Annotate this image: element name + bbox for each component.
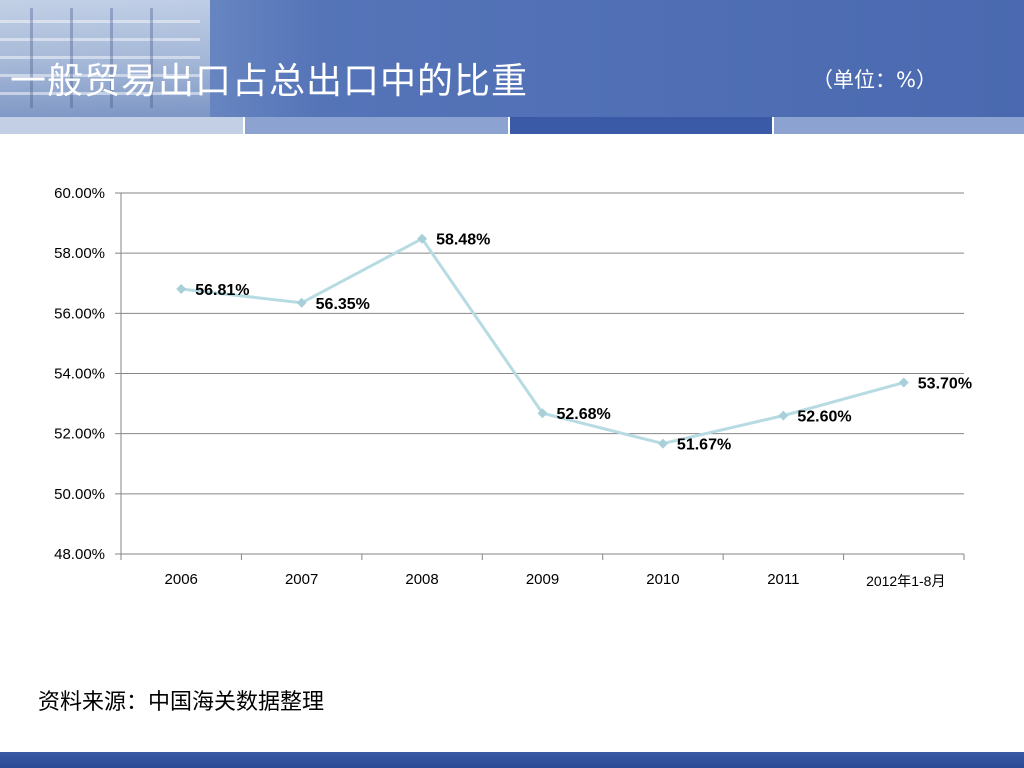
header-band-1 — [0, 117, 243, 134]
header-band-4 — [774, 117, 1024, 134]
slide-title: 一般贸易出口占总出口中的比重 — [10, 61, 529, 102]
x-tick-label: 2009 — [526, 571, 559, 588]
building-photo — [0, 0, 210, 117]
data-label: 56.35% — [316, 296, 370, 313]
x-tick-label: 2010 — [646, 571, 679, 588]
data-point — [296, 297, 307, 308]
data-point — [417, 233, 428, 244]
header-banner: 一般贸易出口占总出口中的比重 （单位：%） — [0, 0, 1024, 117]
data-label: 53.70% — [918, 376, 972, 393]
header-band-3 — [510, 117, 772, 134]
y-tick-label: 58.00% — [54, 245, 105, 262]
data-point — [898, 377, 909, 388]
x-tick-label: 2008 — [405, 571, 438, 588]
header-band-2 — [245, 117, 508, 134]
y-tick-label: 50.00% — [54, 486, 105, 503]
data-label: 56.81% — [195, 282, 249, 299]
y-tick-label: 56.00% — [54, 305, 105, 322]
y-tick-label: 48.00% — [54, 546, 105, 563]
data-point — [657, 438, 668, 449]
data-label: 52.60% — [797, 409, 851, 426]
y-tick-label: 52.00% — [54, 426, 105, 443]
data-label: 58.48% — [436, 232, 490, 249]
x-tick-label: 2006 — [165, 571, 198, 588]
y-tick-label: 60.00% — [54, 185, 105, 202]
data-point — [537, 408, 548, 419]
data-point — [778, 410, 789, 421]
unit-label: （单位：%） — [812, 68, 937, 92]
source-note: 资料来源：中国海关数据整理 — [38, 690, 325, 715]
y-tick-label: 54.00% — [54, 366, 105, 383]
data-point — [176, 283, 187, 294]
x-tick-label: 2007 — [285, 571, 318, 588]
footer-bar — [0, 752, 1024, 768]
data-label: 52.68% — [557, 406, 611, 423]
x-tick-label: 2012年1-8月 — [866, 573, 945, 589]
data-label: 51.67% — [677, 437, 731, 454]
x-tick-label: 2011 — [767, 571, 799, 588]
